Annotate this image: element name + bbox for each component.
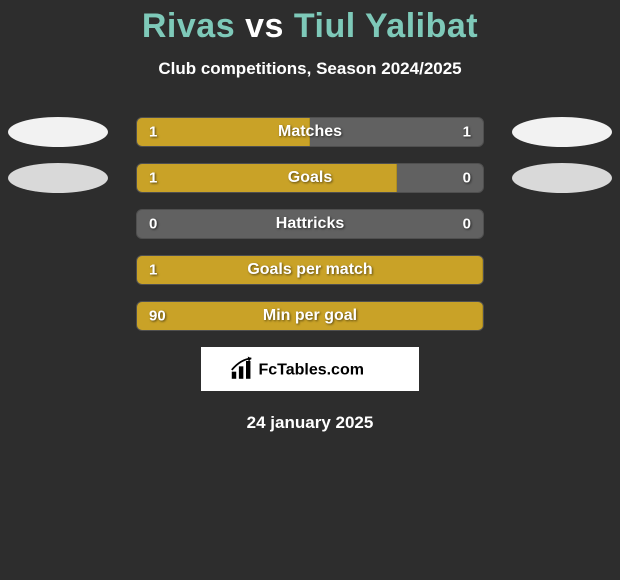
left-oval — [8, 301, 108, 331]
right-value: 0 — [463, 216, 471, 233]
left-value: 1 — [149, 124, 157, 141]
left-value: 1 — [149, 170, 157, 187]
stat-row: 0 0 Hattricks — [0, 209, 620, 239]
snapshot-date: 24 january 2025 — [0, 413, 620, 433]
stat-bar: 1 Goals per match — [136, 255, 484, 285]
right-value: 0 — [463, 170, 471, 187]
right-oval — [512, 301, 612, 331]
stat-label: Matches — [278, 123, 342, 141]
right-value: 1 — [463, 124, 471, 141]
brand-badge[interactable]: FcTables.com — [201, 347, 419, 391]
stat-row: 90 Min per goal — [0, 301, 620, 331]
left-oval — [8, 163, 108, 193]
stat-row: 1 0 Goals — [0, 163, 620, 193]
stat-bar: 1 1 Matches — [136, 117, 484, 147]
left-oval — [8, 255, 108, 285]
left-segment — [137, 164, 397, 192]
stats-list: 1 1 Matches 1 0 Goals 0 0 Hattricks 1 Goals per ma… — [0, 117, 620, 331]
stat-label: Goals — [288, 169, 332, 187]
stat-bar: 0 0 Hattricks — [136, 209, 484, 239]
brand-text: FcTables.com — [258, 362, 364, 379]
right-oval — [512, 209, 612, 239]
left-value: 0 — [149, 216, 157, 233]
stat-label: Goals per match — [247, 261, 372, 279]
player2-name: Tiul Yalibat — [294, 7, 478, 45]
stat-bar: 90 Min per goal — [136, 301, 484, 331]
comparison-card: Rivas vs Tiul Yalibat Club competitions,… — [0, 0, 620, 433]
right-oval — [512, 117, 612, 147]
right-oval — [512, 255, 612, 285]
bar-chart-icon — [232, 357, 252, 379]
stat-label: Hattricks — [276, 215, 344, 233]
stat-label: Min per goal — [263, 307, 357, 325]
subtitle: Club competitions, Season 2024/2025 — [0, 59, 620, 79]
vs-separator: vs — [245, 7, 284, 45]
page-title: Rivas vs Tiul Yalibat — [0, 8, 620, 45]
left-value: 90 — [149, 308, 166, 325]
left-value: 1 — [149, 262, 157, 279]
stat-row: 1 Goals per match — [0, 255, 620, 285]
player1-name: Rivas — [142, 7, 235, 45]
right-oval — [512, 163, 612, 193]
stat-row: 1 1 Matches — [0, 117, 620, 147]
stat-bar: 1 0 Goals — [136, 163, 484, 193]
left-oval — [8, 209, 108, 239]
left-oval — [8, 117, 108, 147]
brand-logo: FcTables.com — [230, 355, 390, 383]
